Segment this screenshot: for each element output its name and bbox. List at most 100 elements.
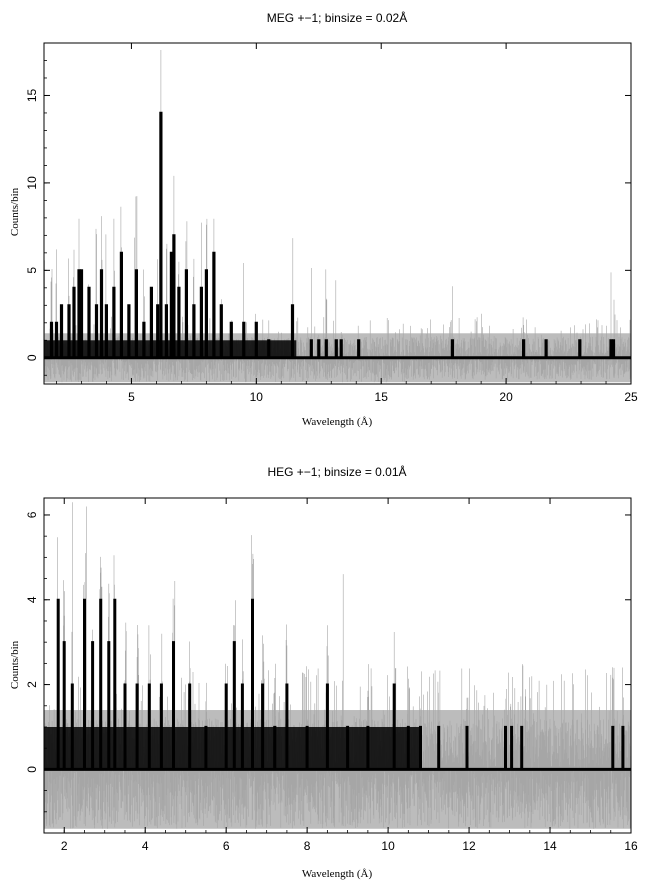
heg-y-tick-label-4: 4 (25, 596, 39, 603)
heg-histogram-peak-27 (406, 725, 410, 770)
meg-histogram-peak-23 (184, 269, 188, 358)
heg-x-tick-label-10: 10 (381, 839, 395, 853)
meg-histogram-peak-19 (164, 304, 168, 358)
heg-x-tick-label-2: 2 (61, 839, 68, 853)
heg-x-tick-label-4: 4 (142, 839, 149, 853)
heg-histogram-peak-35 (621, 725, 625, 770)
meg-histogram-peak-18 (159, 111, 163, 358)
heg-histogram-peak-25 (366, 725, 370, 770)
heg-histogram-peak-14 (204, 725, 208, 770)
heg-histogram-peak-15 (224, 683, 228, 770)
meg-histogram-peak-17 (156, 304, 160, 358)
heg-histogram-peak-13 (188, 683, 192, 770)
heg-x-axis-label: Wavelength (Å) (302, 868, 373, 880)
meg-histogram-peak-4 (72, 286, 76, 358)
heg-histogram-peak-22 (305, 725, 309, 770)
meg-histogram-peak-38 (339, 339, 343, 358)
heg-y-tick-label-2: 2 (25, 681, 39, 688)
heg-histogram-peak-28 (419, 725, 422, 770)
meg-noise-spikes (44, 50, 631, 383)
meg-y-tick-label-15: 15 (25, 88, 39, 102)
meg-x-tick-label-10: 10 (250, 390, 264, 404)
heg-y-tick-label-6: 6 (25, 511, 39, 518)
heg-histogram-peak-12 (172, 641, 175, 770)
meg-histogram-peak-40 (450, 339, 454, 358)
meg-histogram-peak-31 (254, 321, 258, 358)
meg-y-tick-label-5: 5 (25, 267, 39, 274)
heg-histogram-peak-20 (273, 725, 277, 770)
heg-histogram-peak-26 (392, 683, 396, 770)
heg-x-tick-label-8: 8 (304, 839, 311, 853)
meg-histogram-peak-3 (67, 304, 71, 358)
heg-title: HEG +−1; binsize = 0.01Å (267, 464, 406, 479)
meg-panel: MEG +−1; binsize = 0.02Å Wavelength (Å) … (9, 10, 638, 428)
meg-x-tick-label-25: 25 (624, 390, 638, 404)
heg-histogram-peak-6 (107, 641, 111, 770)
heg-histogram-peak-3 (83, 598, 86, 770)
heg-histogram-peak-34 (611, 725, 615, 770)
heg-histogram-peak-21 (285, 683, 289, 770)
meg-histogram-peak-30 (242, 321, 246, 358)
meg-histogram-peak-2 (59, 304, 64, 358)
heg-histogram-peak-29 (437, 725, 441, 770)
meg-y-axis-label: Counts/bin (9, 187, 21, 236)
meg-histogram-peak-24 (192, 304, 196, 358)
heg-histogram-peak-1 (62, 641, 66, 770)
meg-histogram-peak-15 (142, 321, 146, 358)
meg-histogram-peak-13 (127, 304, 131, 358)
meg-histogram-peak-44 (609, 339, 613, 358)
meg-histogram-peak-42 (544, 339, 548, 358)
heg-histogram-peak-18 (251, 598, 254, 770)
meg-x-tick-label-5: 5 (128, 390, 135, 404)
meg-histogram-peak-9 (99, 269, 104, 358)
meg-histogram-peak-36 (324, 339, 328, 358)
meg-histogram-peak-14 (134, 269, 138, 358)
meg-histogram-peak-32 (267, 339, 271, 358)
meg-histogram-peak-37 (334, 339, 338, 358)
heg-histogram-peak-30 (465, 725, 469, 770)
meg-histogram-peak-8 (94, 304, 99, 358)
meg-y-tick-label-0: 0 (25, 354, 39, 361)
heg-axes-frame (43, 497, 632, 834)
heg-x-tick-label-16: 16 (624, 839, 638, 853)
meg-histogram-peak-7 (87, 286, 91, 358)
meg-axes-frame (43, 42, 632, 385)
heg-plot-area (44, 502, 631, 829)
meg-histogram-peak-10 (104, 304, 108, 358)
heg-histogram-peak-32 (510, 725, 514, 770)
meg-histogram-peak-28 (219, 304, 223, 358)
heg-histogram-peak-9 (135, 683, 139, 770)
heg-histogram-peak-24 (346, 725, 350, 770)
heg-x-tick-label-6: 6 (223, 839, 230, 853)
meg-x-tick-label-15: 15 (375, 390, 389, 404)
heg-panel: HEG +−1; binsize = 0.01Å Wavelength (Å) … (9, 464, 638, 880)
heg-histogram-peak-11 (159, 683, 163, 770)
heg-histogram-peak-23 (325, 683, 329, 770)
meg-title: MEG +−1; binsize = 0.02Å (267, 10, 407, 25)
meg-histogram-peak-22 (177, 286, 181, 358)
meg-histogram-peak-21 (172, 234, 176, 358)
meg-plot-area (44, 50, 631, 383)
heg-histogram-peak-31 (504, 725, 507, 770)
heg-y-tick-label-0: 0 (25, 766, 39, 773)
heg-histogram-fill (44, 726, 421, 770)
heg-histogram-peak-7 (113, 598, 117, 770)
meg-histogram-peak-33 (290, 304, 295, 358)
meg-histogram-peak-6 (79, 269, 84, 358)
meg-histogram-peak-0 (49, 321, 54, 358)
meg-histogram-peak-20 (169, 251, 173, 358)
meg-histogram-peak-39 (357, 339, 361, 358)
meg-histogram-peak-35 (317, 339, 321, 358)
heg-histogram-peak-16 (232, 641, 236, 770)
meg-histogram-peak-43 (578, 339, 582, 358)
meg-histogram-peak-26 (204, 269, 208, 358)
meg-histogram-peak-34 (309, 339, 313, 358)
heg-histogram-peak-19 (261, 683, 265, 770)
meg-histogram-peak-5 (77, 269, 81, 358)
heg-histogram-peak-5 (99, 598, 103, 770)
heg-histogram-peak-10 (147, 683, 151, 770)
meg-x-axis-label: Wavelength (Å) (302, 416, 373, 428)
meg-histogram-peak-27 (212, 251, 216, 358)
